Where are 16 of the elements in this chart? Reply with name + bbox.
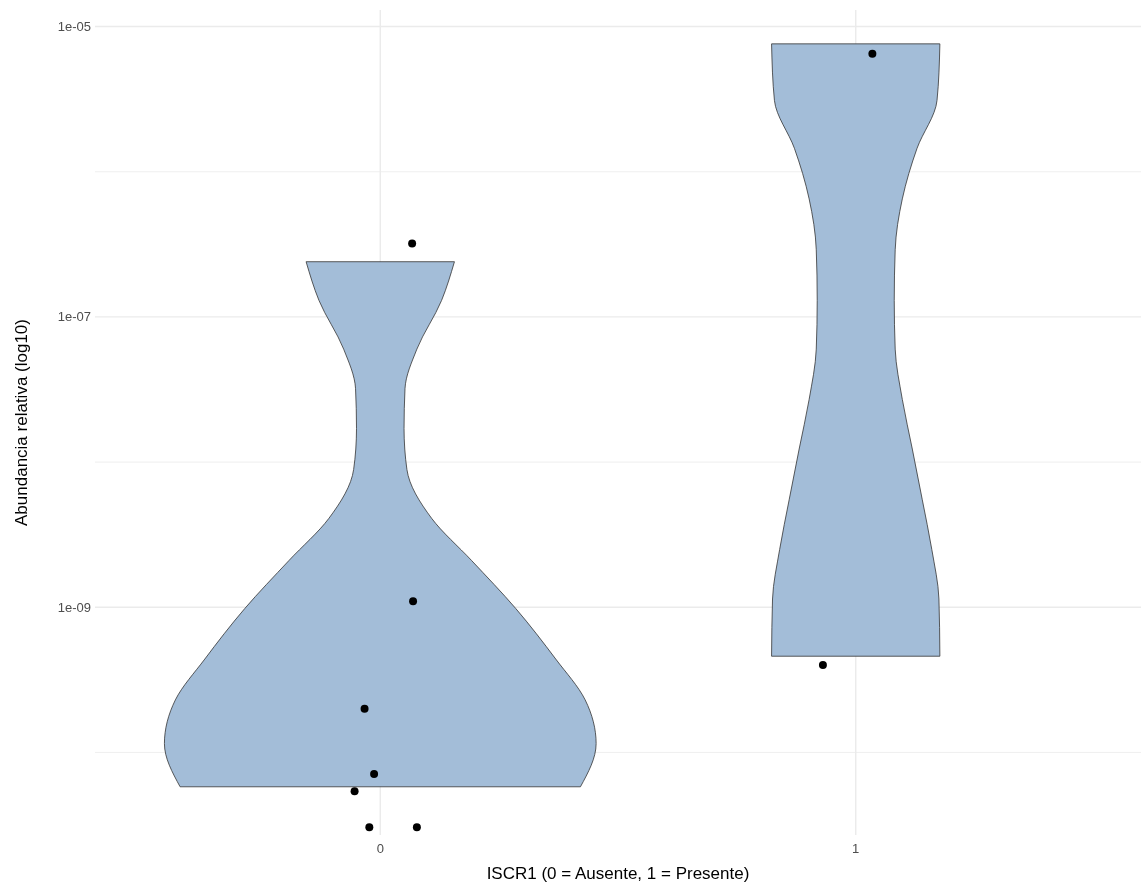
y-tick-label: 1e-05 bbox=[57, 19, 91, 35]
point bbox=[818, 661, 827, 670]
point bbox=[365, 823, 374, 832]
point bbox=[360, 704, 369, 713]
x-axis-title: ISCR1 (0 = Ausente, 1 = Presente) bbox=[486, 864, 750, 883]
y-axis-title: Abundancia relativa (log10) bbox=[12, 319, 31, 526]
point bbox=[409, 597, 418, 606]
x-tick-label: 1 bbox=[852, 841, 860, 856]
point bbox=[350, 787, 359, 796]
point bbox=[370, 770, 379, 779]
x-tick-label: 0 bbox=[376, 841, 384, 856]
point bbox=[868, 49, 877, 58]
y-tick-label: 1e-07 bbox=[57, 309, 91, 325]
y-tick-label: 1e-09 bbox=[57, 599, 91, 615]
point bbox=[408, 239, 417, 248]
point bbox=[412, 823, 421, 832]
